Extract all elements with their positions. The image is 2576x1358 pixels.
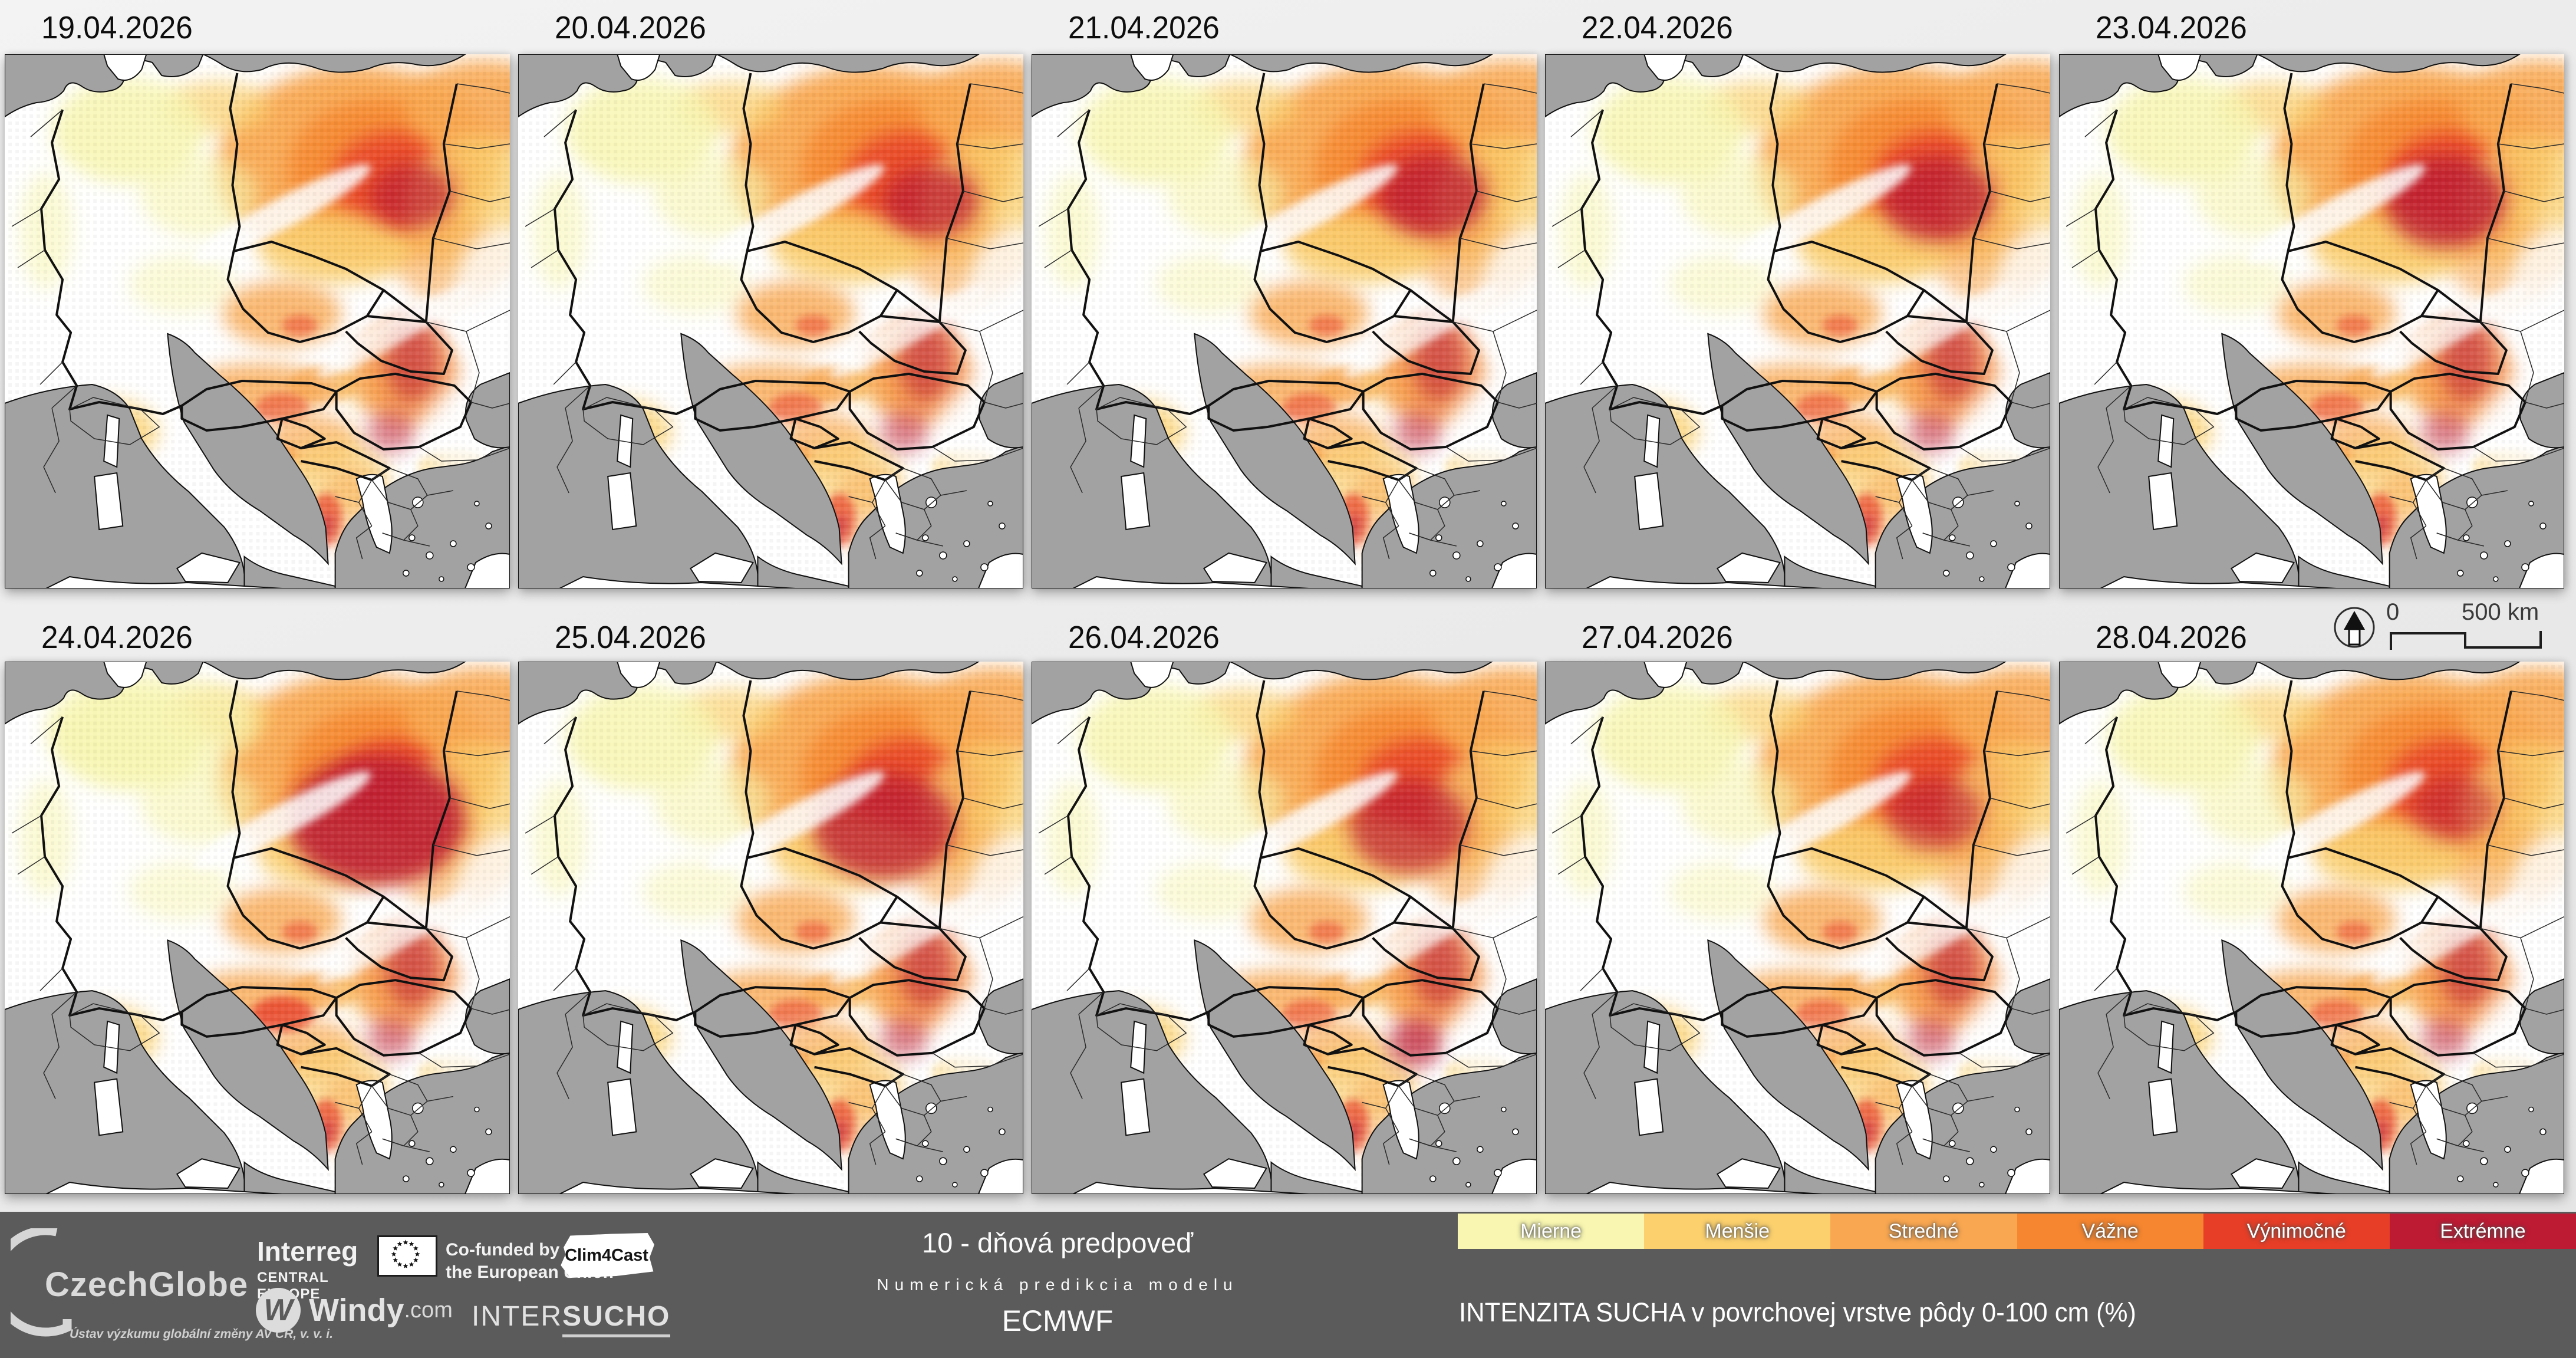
windy-circle-icon: W	[256, 1288, 301, 1333]
drought-map-panel-4	[1545, 54, 2050, 588]
panel-date-label-2: 20.04.2026	[555, 10, 706, 45]
drought-map-panel-7	[518, 662, 1023, 1194]
interreg-name: Interreg	[257, 1236, 358, 1267]
drought-map-panel-8	[1032, 662, 1537, 1194]
map-title: INTENZITA SUCHA v povrchovej vrstve pôdy…	[1459, 1297, 2136, 1327]
drought-map-5	[2059, 54, 2564, 588]
panel-date-label-10: 28.04.2026	[2096, 620, 2247, 655]
scale-zero-label: 0	[2386, 599, 2400, 625]
clim4cast-name: Clim4Cast	[565, 1245, 648, 1265]
panel-date-label-7: 25.04.2026	[555, 620, 706, 655]
panel-date-label-1: 19.04.2026	[41, 10, 193, 45]
scale-distance-label: 500 km	[2462, 599, 2539, 625]
legend-item-5: Výnimočné	[2203, 1214, 2390, 1249]
eu-flag-icon	[377, 1235, 437, 1277]
drought-intensity-legend: Mierne Menšie Stredné Vážne Výnimočné Extrémn…	[1458, 1214, 2576, 1249]
legend-item-1: Mierne	[1458, 1214, 1645, 1249]
north-arrow-icon	[2334, 607, 2542, 650]
drought-map-4	[1545, 54, 2050, 588]
legend-item-2: Menšie	[1644, 1214, 1831, 1249]
forecast-info: 10 - dňová predpoveď Numerická predikcia…	[851, 1227, 1264, 1338]
drought-map-panel-1	[5, 54, 510, 588]
legend-label-6: Extrémne	[2440, 1219, 2526, 1242]
drought-map-panel-2	[518, 54, 1023, 588]
legend-label-3: Stredné	[1888, 1219, 1959, 1242]
clim4cast-logo: Clim4Cast	[561, 1233, 654, 1278]
czechglobe-logo: CzechGlobe Ústav výzkumu globální změny …	[11, 1228, 333, 1352]
drought-map-7	[518, 662, 1023, 1194]
legend-label-5: Výnimočné	[2246, 1219, 2346, 1242]
czechglobe-subtitle: Ústav výzkumu globální změny AV ČR, v. v…	[70, 1327, 333, 1341]
drought-map-panel-6	[5, 662, 510, 1194]
legend-item-4: Vážne	[2017, 1214, 2203, 1249]
intersucho-part2: SUCHO	[562, 1301, 671, 1337]
eu-funding-line1: Co-funded by	[446, 1240, 560, 1260]
drought-map-panel-5	[2059, 54, 2564, 588]
czechglobe-arc-icon	[11, 1228, 72, 1337]
windy-name: Windy	[309, 1293, 404, 1328]
drought-map-8	[1032, 662, 1537, 1194]
windy-tld: .com	[404, 1297, 453, 1323]
windy-logo: W Windy .com	[256, 1287, 453, 1333]
scale-bar: 0 500 km	[2327, 599, 2563, 660]
legend-item-6: Extrémne	[2389, 1214, 2576, 1249]
legend-label-2: Menšie	[1705, 1219, 1770, 1242]
intersucho-part1: INTER	[472, 1301, 562, 1332]
drought-map-panel-3	[1032, 54, 1537, 588]
drought-map-2	[518, 54, 1023, 588]
drought-map-3	[1032, 54, 1537, 588]
czechglobe-name: CzechGlobe	[45, 1265, 249, 1304]
panel-date-label-5: 23.04.2026	[2096, 10, 2247, 45]
panel-date-label-8: 26.04.2026	[1068, 620, 1220, 655]
drought-map-panel-9	[1545, 662, 2050, 1194]
panel-date-label-3: 21.04.2026	[1068, 10, 1220, 45]
legend-label-4: Vážne	[2081, 1219, 2139, 1242]
legend-label-1: Mierne	[1520, 1219, 1582, 1242]
forecast-model: ECMWF	[1002, 1304, 1114, 1337]
windy-w-glyph: W	[263, 1293, 293, 1327]
drought-map-6	[5, 662, 510, 1194]
legend-item-3: Stredné	[1830, 1214, 2017, 1249]
panel-date-label-9: 27.04.2026	[1582, 620, 1733, 655]
drought-map-10	[2059, 662, 2564, 1194]
intersucho-logo: INTERSUCHO	[472, 1300, 671, 1337]
drought-map-9	[1545, 662, 2050, 1194]
forecast-subtitle: Numerická predikcia modelu	[877, 1275, 1238, 1294]
scale-bar-line	[2390, 631, 2542, 650]
drought-map-1	[5, 54, 510, 588]
forecast-title: 10 - dňová predpoveď	[921, 1227, 1194, 1258]
panel-date-label-4: 22.04.2026	[1582, 10, 1733, 45]
eu-stars	[391, 1239, 420, 1268]
eu-funding-text: Co-funded by the European Union	[446, 1239, 614, 1283]
drought-map-panel-10	[2059, 662, 2564, 1194]
panel-date-label-6: 24.04.2026	[41, 620, 193, 655]
